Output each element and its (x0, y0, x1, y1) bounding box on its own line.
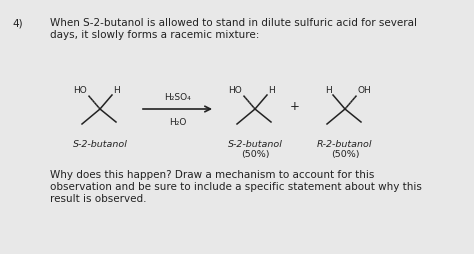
Text: When S-2-butanol is allowed to stand in dilute sulfuric acid for several: When S-2-butanol is allowed to stand in … (50, 18, 417, 28)
Text: result is observed.: result is observed. (50, 193, 146, 203)
Text: HO: HO (73, 86, 87, 95)
Text: +: + (290, 100, 300, 113)
Text: R-2-butanol: R-2-butanol (317, 139, 373, 148)
Text: OH: OH (358, 86, 372, 95)
Text: days, it slowly forms a racemic mixture:: days, it slowly forms a racemic mixture: (50, 30, 259, 40)
Text: S-2-butanol: S-2-butanol (73, 139, 128, 148)
Text: observation and be sure to include a specific statement about why this: observation and be sure to include a spe… (50, 181, 422, 191)
Text: H₂O: H₂O (169, 118, 186, 126)
Text: S-2-butanol: S-2-butanol (228, 139, 283, 148)
Text: (50%): (50%) (241, 149, 269, 158)
Text: Why does this happen? Draw a mechanism to account for this: Why does this happen? Draw a mechanism t… (50, 169, 374, 179)
Text: H: H (113, 86, 120, 95)
Text: (50%): (50%) (331, 149, 359, 158)
Text: 4): 4) (12, 18, 23, 28)
Text: H: H (325, 86, 332, 95)
Text: H₂SO₄: H₂SO₄ (164, 93, 191, 102)
Text: H: H (268, 86, 275, 95)
Text: HO: HO (228, 86, 242, 95)
